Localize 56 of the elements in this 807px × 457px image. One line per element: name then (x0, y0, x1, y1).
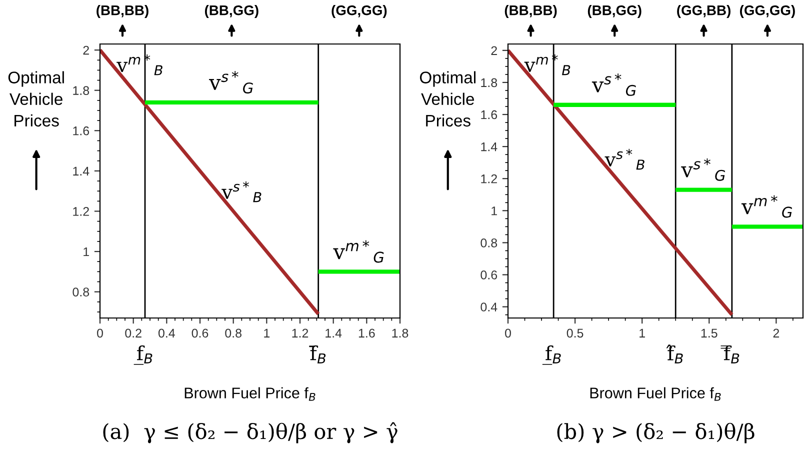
ref-line-label: f̲$_{B}$ (542, 345, 561, 365)
ref-line-label: f̄$_{B}$ (309, 345, 326, 364)
x-tick-label: 1.4 (326, 328, 342, 338)
series-label: v$^{s*}$$_{G}$ (681, 158, 726, 181)
text: (b) γ > (δ₂ − δ₁)θ/β (557, 422, 754, 444)
text: (a) γ ≤ (δ₂ − δ₁)θ/β or γ > γ̂ (103, 422, 398, 444)
y-tick-label: 1.2 (73, 207, 89, 216)
y-tick-label: 2 (83, 46, 89, 55)
x-tick-label: 0.2 (125, 328, 142, 338)
x-tick-label: 0.4 (158, 328, 175, 338)
series-label: v$^{s*}$$_{G}$ (209, 71, 253, 94)
x-tick-label: 0.6 (192, 328, 208, 338)
text: (BB,GG) (588, 5, 642, 18)
y-tick-label: 1.4 (481, 142, 498, 152)
x-tick-label: 0 (505, 328, 511, 338)
x-tick-label: 0 (97, 328, 103, 338)
y-tick-label: 1 (84, 247, 89, 256)
text: (GG,GG) (740, 5, 795, 18)
x-tick-label: 1.8 (392, 328, 408, 338)
y-tick-label: 0.6 (480, 270, 498, 280)
x-tick-label: 0.5 (566, 328, 584, 338)
ref-line-label: f̂$_{B}$ (666, 344, 683, 364)
text: (BB,BB) (96, 5, 148, 18)
y-tick-label: 1.6 (73, 126, 90, 136)
y-tick-label: 1.8 (481, 78, 498, 88)
series-label: v$^{m*}$$_{G}$ (333, 240, 384, 263)
y-axis-title: Optimal Vehicle Prices (420, 71, 476, 127)
x-tick-label: 1.5 (701, 328, 718, 338)
series-label: v$^{s*}$$_{G}$ (592, 74, 636, 96)
y-tick-label: 1.2 (481, 174, 497, 184)
x-axis-title: Brown Fuel Price f$_{B}$ (590, 387, 721, 401)
y-tick-label: 1.4 (73, 166, 90, 176)
text: (GG,GG) (332, 5, 387, 18)
text: (BB,GG) (204, 5, 258, 18)
text: (GG,BB) (677, 5, 730, 18)
x-tick-label: 1.2 (292, 328, 308, 338)
x-tick-label: 2 (773, 328, 780, 338)
ref-line-label: f̲$_{B}$ (134, 345, 152, 365)
y-axis-title: Optimal Vehicle Prices (8, 71, 64, 127)
x-tick-label: 1 (264, 328, 270, 338)
annotation: v$^{s*}$$_{B}$ (222, 181, 262, 202)
y-tick-label: 0.4 (480, 302, 498, 312)
y-tick-label: 1.6 (481, 110, 498, 120)
text: (BB,BB) (504, 5, 557, 18)
series-label: v$^{m*}$$_{G}$ (741, 195, 792, 218)
ref-line-label: f̿$_{B}$ (720, 345, 740, 364)
y-tick-label: 2 (491, 46, 497, 55)
x-tick-label: 1.6 (358, 328, 375, 338)
y-tick-label: 0.8 (480, 238, 498, 248)
x-tick-label: 0.8 (225, 328, 242, 338)
x-axis-title: Brown Fuel Price f$_{B}$ (184, 387, 316, 401)
x-tick-label: 1 (640, 328, 645, 338)
annotation: v$^{s*}$$_{B}$ (604, 148, 644, 170)
y-tick-label: 1 (492, 206, 497, 216)
y-tick-label: 0.8 (72, 288, 90, 296)
y-tick-label: 1.8 (73, 86, 90, 95)
